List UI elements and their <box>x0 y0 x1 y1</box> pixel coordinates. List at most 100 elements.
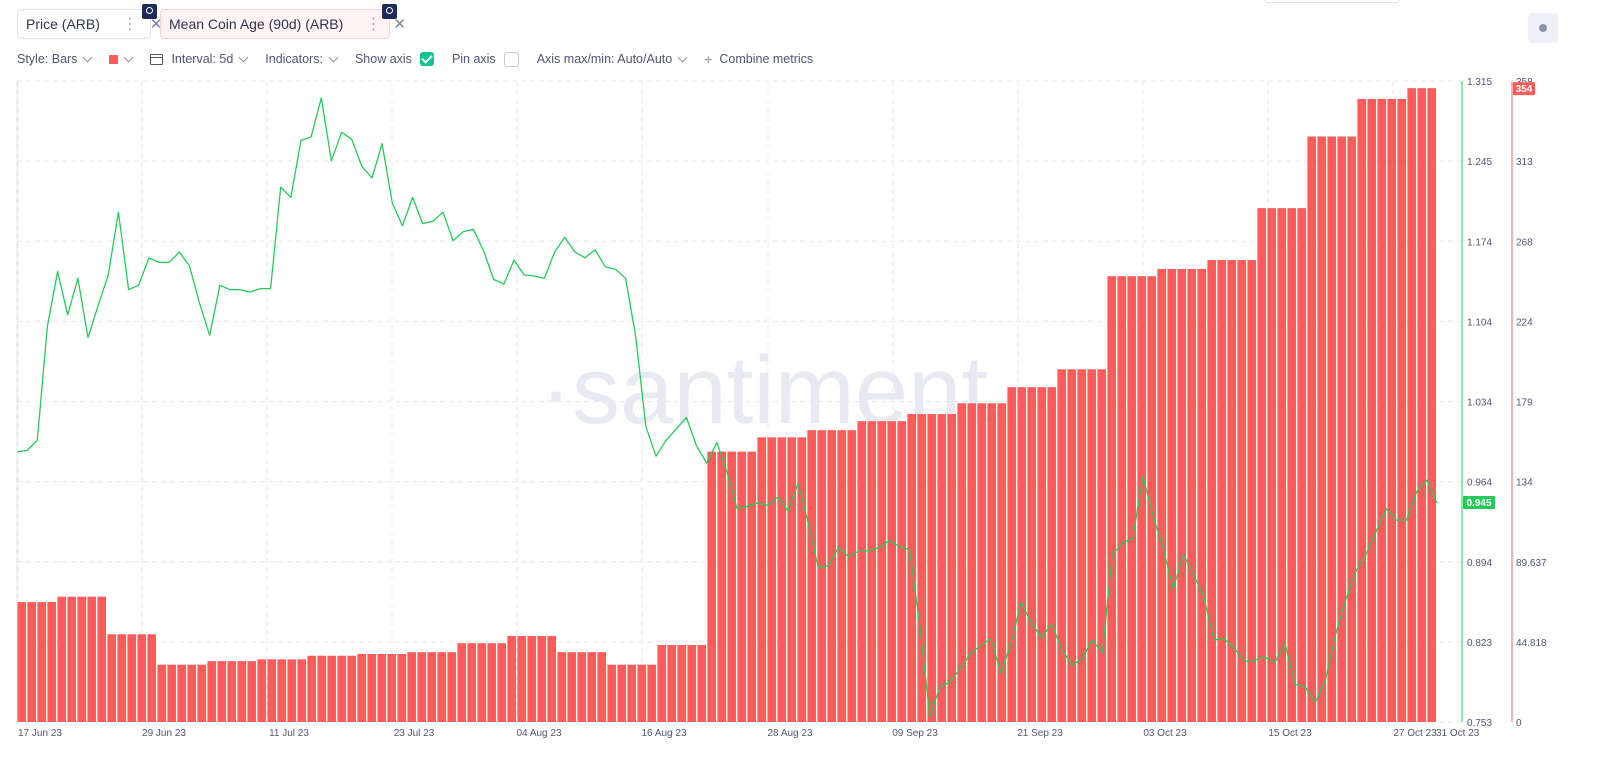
mean-coin-age-bar <box>347 655 356 722</box>
mean-coin-age-bar <box>87 596 96 722</box>
mean-coin-age-bar <box>1197 269 1206 722</box>
interval-label: Interval: 5d <box>171 52 234 66</box>
mean-coin-age-bar <box>1327 136 1336 722</box>
interval-dropdown[interactable]: Interval: 5d <box>150 52 249 66</box>
mean-coin-age-bar <box>837 430 846 722</box>
more-options-icon[interactable]: ⋮ <box>365 16 382 33</box>
mean-coin-age-bar <box>1387 98 1396 722</box>
mean-coin-age-bar <box>1347 136 1356 722</box>
mean-coin-age-bar <box>537 636 546 722</box>
combine-metrics-button[interactable]: + Combine metrics <box>704 51 813 67</box>
axis-minmax-dropdown[interactable]: Axis max/min: Auto/Auto <box>536 52 688 66</box>
mean-coin-age-bar <box>457 643 466 722</box>
mean-coin-age-bar <box>297 659 306 722</box>
x-axis-tick-label: 21 Sep 23 <box>1017 728 1063 739</box>
mean-coin-age-bar <box>177 664 186 722</box>
mean-coin-age-bar <box>227 661 236 722</box>
color-picker[interactable] <box>109 52 134 64</box>
mean-coin-age-bar <box>847 430 856 722</box>
close-icon[interactable]: ✕ <box>149 16 163 33</box>
more-options-icon[interactable]: ⋮ <box>121 16 138 33</box>
style-dropdown[interactable]: Style: Bars <box>17 52 93 66</box>
mean-coin-age-bar <box>627 664 636 722</box>
mean-coin-age-bar <box>1007 387 1016 722</box>
pin-axis-label: Pin axis <box>451 52 496 66</box>
plus-icon: + <box>704 51 713 67</box>
mean-coin-age-bar <box>1227 260 1236 722</box>
mean-coin-age-bar <box>607 664 616 722</box>
mean-coin-age-bar <box>1287 208 1296 722</box>
show-axis-checkbox[interactable] <box>419 52 434 66</box>
mean-coin-age-bar <box>1377 98 1386 722</box>
mean-coin-age-bar <box>1367 98 1376 722</box>
mean-coin-age-bar <box>897 421 906 722</box>
mean-coin-age-bar <box>487 643 496 722</box>
mean-coin-age-bar <box>1187 269 1196 722</box>
show-axis-toggle[interactable]: Show axis <box>355 52 434 66</box>
mean-coin-age-bar <box>997 403 1006 722</box>
mean-coin-age-bar <box>1427 88 1436 723</box>
close-icon[interactable]: ✕ <box>393 16 406 33</box>
mean-coin-age-bar <box>1417 88 1426 723</box>
mean-coin-age-bar <box>1087 369 1096 722</box>
mean-coin-age-bar <box>987 403 996 722</box>
age-axis-tick-label: 313 <box>1516 157 1533 168</box>
mean-coin-age-bar <box>867 421 876 722</box>
indicators-label: Indicators: <box>265 52 323 66</box>
mean-coin-age-bars <box>17 88 1436 723</box>
mean-coin-age-bar <box>657 645 666 722</box>
mean-coin-age-bar <box>677 645 686 722</box>
price-axis-tick-label: 0.894 <box>1467 558 1492 569</box>
mean-coin-age-bar <box>747 451 756 722</box>
mean-coin-age-bar <box>217 661 226 722</box>
mean-coin-age-bar <box>417 652 426 722</box>
mean-coin-age-bar <box>647 664 656 722</box>
last-age-badge <box>1513 82 1535 96</box>
pin-axis-checkbox[interactable] <box>503 51 519 67</box>
price-axis-tick-label: 1.104 <box>1467 317 1492 328</box>
mean-coin-age-bar <box>1357 98 1366 722</box>
mean-coin-age-bar <box>1057 369 1066 722</box>
x-axis-tick-label: 09 Sep 23 <box>892 728 938 739</box>
last-age-badge-text: 354 <box>1516 84 1533 95</box>
calendar-icon <box>150 53 164 65</box>
mean-coin-age-bar <box>1137 276 1146 722</box>
mean-coin-age-bar <box>737 451 746 722</box>
mean-coin-age-bar <box>1407 88 1416 723</box>
indicators-dropdown[interactable]: Indicators: <box>265 52 339 66</box>
pin-axis-toggle[interactable]: Pin axis <box>451 51 519 67</box>
mean-coin-age-bar <box>287 659 296 722</box>
show-axis-label: Show axis <box>354 52 412 66</box>
mean-coin-age-bar <box>1157 269 1166 722</box>
mean-coin-age-bar <box>1257 208 1266 722</box>
mean-coin-age-bar <box>1067 369 1076 722</box>
price-line-series <box>16 97 1438 717</box>
mean-coin-age-bar <box>247 661 256 722</box>
mean-coin-age-bar <box>1017 387 1026 722</box>
age-axis-tick-label: 224 <box>1516 317 1533 328</box>
mean-coin-age-bar <box>1307 136 1316 722</box>
mean-coin-age-bar <box>637 664 646 722</box>
x-axis-tick-label: 23 Jul 23 <box>394 728 435 739</box>
mean-coin-age-bar <box>447 652 456 722</box>
mean-coin-age-bar <box>617 664 626 722</box>
mean-coin-age-bar <box>137 634 146 722</box>
metric-chip-mean-coin-age[interactable]: Mean Coin Age (90d) (ARB) ⋮ ✕ <box>160 9 406 39</box>
price-axis-tick-label: 1.034 <box>1467 398 1492 409</box>
chart-settings-button[interactable] <box>1528 13 1558 43</box>
last-price-badge-text: 0.945 <box>1466 498 1491 509</box>
mean-coin-age-bar <box>1247 260 1256 722</box>
metric-chip-price[interactable]: Price (ARB) ⋮ ✕ <box>17 9 162 39</box>
mean-coin-age-bar <box>367 653 376 722</box>
mean-coin-age-bar <box>727 451 736 722</box>
mean-coin-age-bar <box>687 645 696 722</box>
mean-coin-age-bar <box>467 643 476 722</box>
mean-coin-age-bar <box>917 414 926 722</box>
x-axis-tick-label: 04 Aug 23 <box>516 728 561 739</box>
mean-coin-age-bar <box>1027 387 1036 722</box>
mean-coin-age-bar <box>27 602 36 722</box>
mean-coin-age-bar <box>267 659 276 722</box>
axis-minmax-label: Axis max/min: Auto/Auto <box>536 52 673 66</box>
mean-coin-age-bar <box>777 437 786 722</box>
